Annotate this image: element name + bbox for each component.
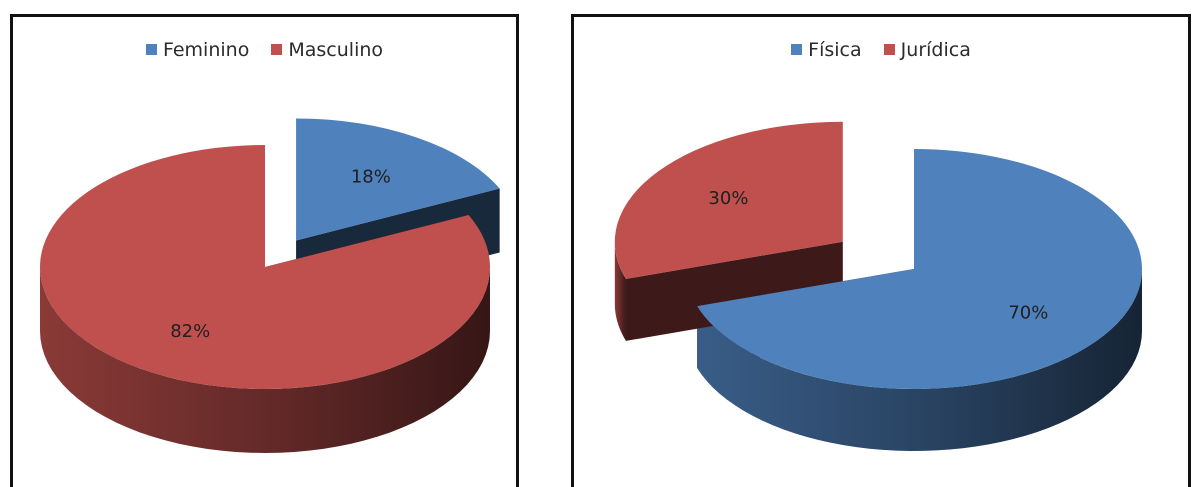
legend-swatch-juridica xyxy=(883,44,895,55)
legend-label-fisica: Física xyxy=(808,39,862,61)
legend-item-fisica: Física xyxy=(791,39,862,61)
chart-panel-gender: Feminino Masculino 18% 82% xyxy=(10,14,519,487)
pie-chart-gender: 18% 82% xyxy=(39,118,500,453)
legend-item-feminino: Feminino xyxy=(145,39,250,61)
legend-label-masculino: Masculino xyxy=(288,39,384,61)
legend-swatch-fisica xyxy=(791,44,803,55)
pie-slice-masculino xyxy=(39,145,490,389)
pie-slice-rim xyxy=(614,241,626,341)
legend: Feminino Masculino xyxy=(13,39,516,61)
pie-slice-fisica xyxy=(697,149,1142,389)
pie-slice-feminino xyxy=(296,118,500,241)
pie-slice-juridica-side xyxy=(614,241,843,341)
legend-item-juridica: Jurídica xyxy=(883,39,971,61)
pie-chart-person-type: 70% 30% xyxy=(614,121,1142,451)
legend-swatch-feminino xyxy=(145,44,157,55)
pie-slice-rim xyxy=(697,269,1142,451)
data-label-feminino: 18% xyxy=(351,167,391,188)
pie-slice-juridica xyxy=(614,121,843,279)
data-label-masculino: 82% xyxy=(170,321,210,342)
legend-label-juridica: Jurídica xyxy=(900,39,971,61)
legend: Física Jurídica xyxy=(574,39,1188,61)
data-label-juridica: 30% xyxy=(708,188,748,209)
data-label-fisica: 70% xyxy=(1008,303,1048,324)
pie-slice-cut-wall xyxy=(625,241,843,341)
legend-label-feminino: Feminino xyxy=(162,39,250,61)
legend-item-masculino: Masculino xyxy=(271,39,383,61)
legend-swatch-masculino xyxy=(271,44,283,55)
pie-slice-rim xyxy=(40,267,490,453)
chart-panel-person-type: Física Jurídica 70% 30% xyxy=(571,14,1191,487)
